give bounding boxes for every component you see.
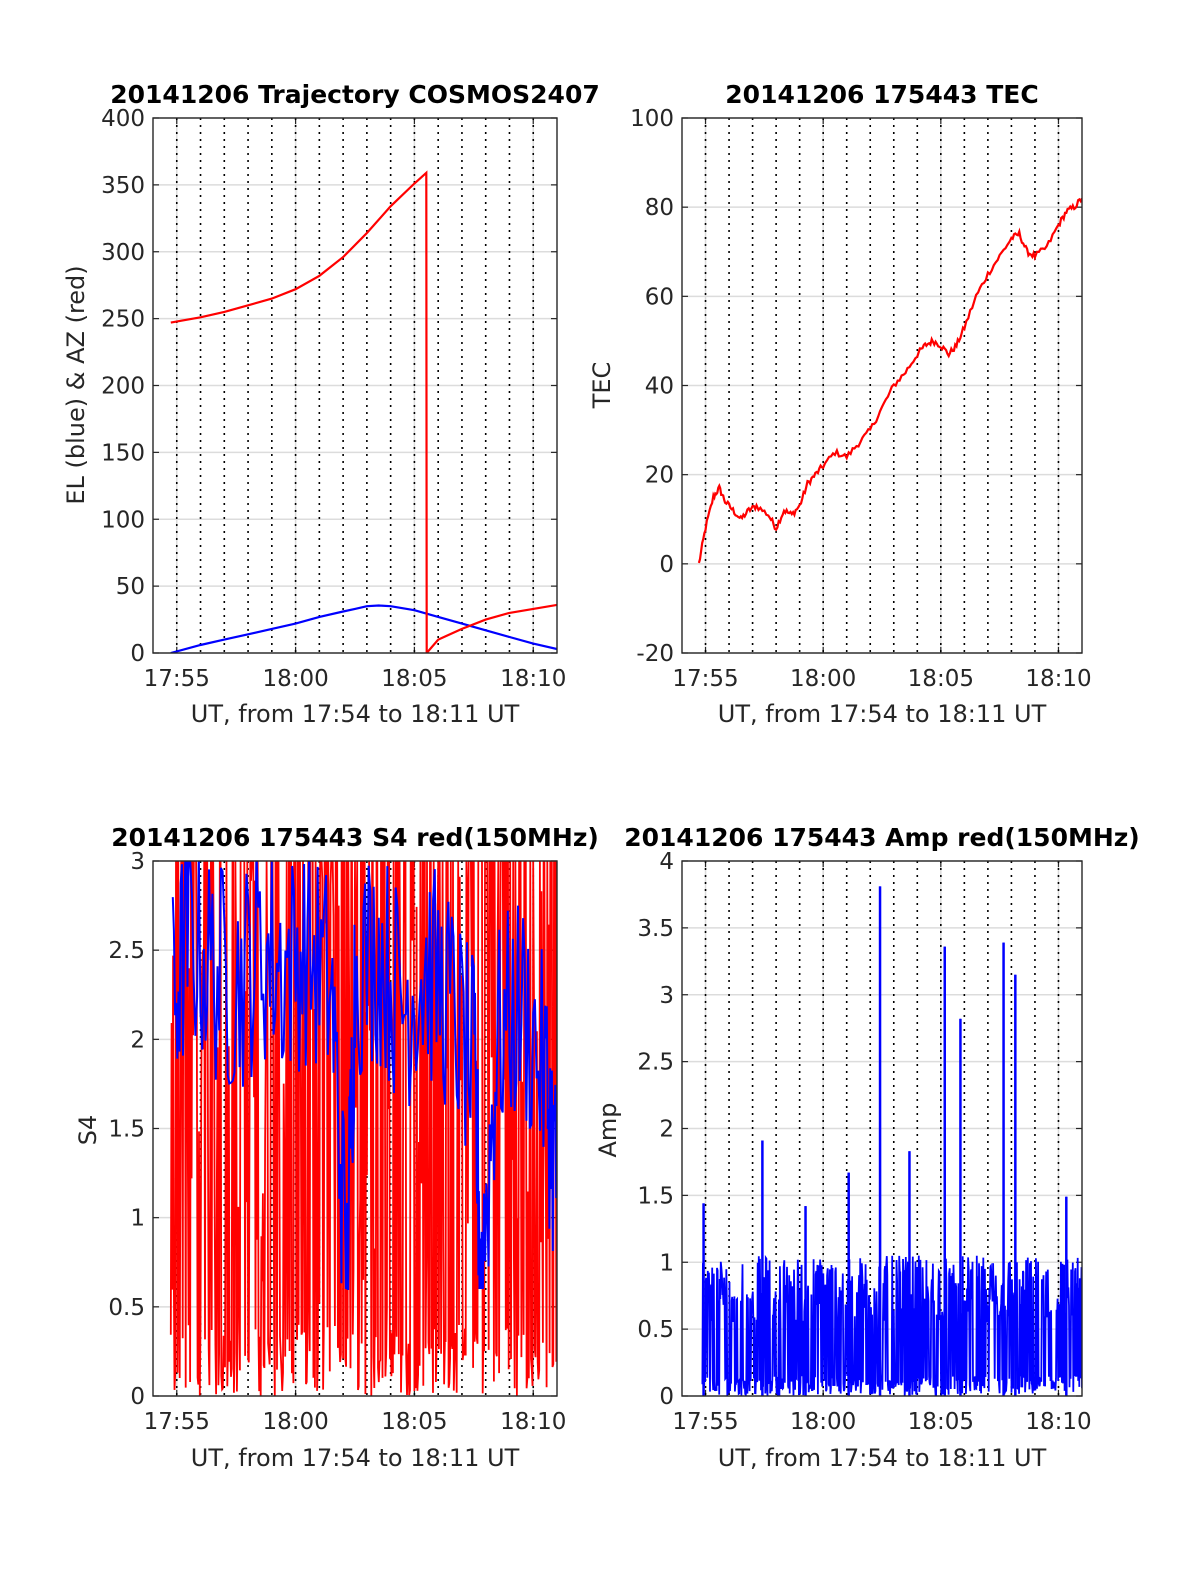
trajectory-title: 20141206 Trajectory COSMOS2407	[110, 80, 600, 109]
trajectory-ylabel: EL (blue) & AZ (red)	[62, 265, 90, 504]
amp-ylabel: Amp	[594, 1102, 622, 1157]
panel-amp: 20141206 175443 Amp red(150MHz) 0 0.5 1 1.5…	[594, 823, 1140, 1472]
trajectory-xtick-label: 18:10	[500, 666, 566, 692]
trajectory-xtick-label: 18:05	[381, 666, 447, 692]
trajectory-ytick-label: 200	[101, 374, 145, 400]
amp-xtick-label: 18:00	[790, 1409, 856, 1435]
amp-ytick-label: 4	[659, 849, 674, 875]
panel-trajectory: 20141206 Trajectory COSMOS2407 0 50 100 150…	[62, 80, 600, 728]
amp-xlabel: UT, from 17:54 to 18:11 UT	[718, 1444, 1047, 1472]
amp-ytick-label: 2	[659, 1117, 674, 1143]
trajectory-series-0	[170, 604, 557, 653]
trajectory-grid: 0 50 100 150 200 250 300 350 400 17:55 18:00 18:05 1…	[101, 106, 566, 692]
s4-xtick-label: 18:00	[262, 1409, 328, 1435]
trajectory-xtick-label: 18:00	[262, 666, 328, 692]
tec-ytick-label: 0	[659, 552, 674, 578]
trajectory-axes-box	[152, 117, 558, 654]
trajectory-ytick-label: 100	[101, 507, 145, 533]
amp-axes-box	[681, 860, 1083, 1397]
amp-series-0	[701, 886, 1082, 1396]
s4-ytick-label: 2	[130, 1027, 145, 1053]
s4-ytick-label: 1	[130, 1206, 145, 1232]
panel-tec: 20141206 175443 TEC -20 0 20 40 60 80 100 17:55…	[588, 80, 1092, 728]
tec-axes-box	[681, 117, 1083, 654]
trajectory-ytick-label: 150	[101, 440, 145, 466]
trajectory-ytick-label: 50	[116, 574, 145, 600]
tec-xtick-label: 18:05	[908, 666, 974, 692]
tec-ytick-label: 60	[645, 284, 674, 310]
trajectory-series-1	[170, 170, 557, 653]
tec-ytick-label: -20	[636, 641, 674, 667]
s4-ylabel: S4	[74, 1115, 102, 1146]
s4-ytick-label: 1.5	[108, 1117, 145, 1143]
tec-xtick-label: 18:00	[790, 666, 856, 692]
amp-xtick-label: 18:10	[1025, 1409, 1091, 1435]
trajectory-xtick-label: 17:55	[144, 666, 210, 692]
amp-ytick-label: 3.5	[637, 916, 674, 942]
s4-axes-box	[152, 860, 558, 1397]
s4-xlabel: UT, from 17:54 to 18:11 UT	[191, 1444, 520, 1472]
s4-ytick-label: 3	[130, 849, 145, 875]
trajectory-xlabel: UT, from 17:54 to 18:11 UT	[191, 700, 520, 728]
tec-ylabel: TEC	[588, 362, 616, 410]
s4-xtick-label: 18:05	[381, 1409, 447, 1435]
tec-ytick-label: 40	[645, 374, 674, 400]
amp-ytick-label: 0.5	[637, 1317, 674, 1343]
amp-ytick-label: 0	[659, 1384, 674, 1410]
s4-ytick-label: 0	[130, 1384, 145, 1410]
tec-ytick-label: 20	[645, 463, 674, 489]
panel-s4: 20141206 175443 S4 red(150MHz) 0 0.5 1 1.5 2…	[74, 823, 599, 1472]
tec-title: 20141206 175443 TEC	[725, 80, 1038, 109]
amp-ytick-label: 1.5	[637, 1183, 674, 1209]
s4-xtick-label: 18:10	[500, 1409, 566, 1435]
amp-plot-area	[681, 860, 1083, 1397]
tec-series-0	[697, 197, 1082, 564]
trajectory-plot-area	[152, 117, 558, 654]
amp-xtick-label: 17:55	[672, 1409, 738, 1435]
trajectory-ytick-label: 300	[101, 240, 145, 266]
tec-plot-area	[681, 117, 1083, 654]
tec-ytick-label: 80	[645, 195, 674, 221]
trajectory-ytick-label: 250	[101, 307, 145, 333]
amp-ytick-label: 3	[659, 983, 674, 1009]
s4-ytick-label: 2.5	[108, 938, 145, 964]
trajectory-ytick-label: 400	[101, 106, 145, 132]
s4-series-blue	[171, 861, 557, 1290]
s4-ytick-label: 0.5	[108, 1295, 145, 1321]
s4-xtick-label: 17:55	[144, 1409, 210, 1435]
amp-ytick-label: 1	[659, 1250, 674, 1276]
tec-xlabel: UT, from 17:54 to 18:11 UT	[718, 700, 1047, 728]
trajectory-ytick-label: 350	[101, 173, 145, 199]
tec-xtick-label: 17:55	[672, 666, 738, 692]
trajectory-ytick-label: 0	[130, 641, 145, 667]
tec-xtick-label: 18:10	[1025, 666, 1091, 692]
s4-plot-area	[152, 860, 558, 1397]
amp-title: 20141206 175443 Amp red(150MHz)	[624, 823, 1140, 852]
amp-ytick-label: 2.5	[637, 1050, 674, 1076]
amp-grid: 0 0.5 1 1.5 2 2.5 3 3.5 4 17:55 18:00 18:05 18:10	[637, 849, 1091, 1435]
s4-title: 20141206 175443 S4 red(150MHz)	[111, 823, 599, 852]
tec-ytick-label: 100	[630, 106, 674, 132]
amp-xtick-label: 18:05	[908, 1409, 974, 1435]
